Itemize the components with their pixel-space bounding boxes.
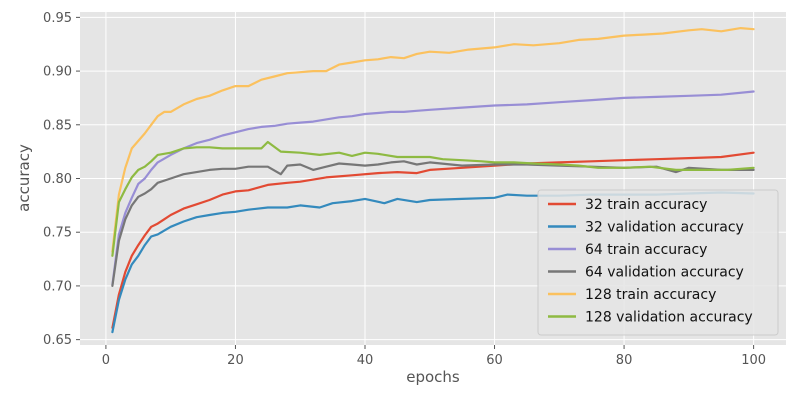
x-axis-ticks: 0 20 40 60 80 100: [102, 345, 766, 368]
legend-label: 32 train accuracy: [585, 197, 707, 213]
y-tick-label: 0.75: [43, 226, 72, 241]
y-tick-label: 0.70: [43, 279, 72, 294]
x-tick-label: 40: [357, 353, 374, 368]
x-axis-title: epochs: [406, 368, 460, 386]
y-tick-label: 0.80: [43, 172, 72, 187]
y-tick-label: 0.95: [43, 11, 72, 26]
series-line: [111, 90, 755, 286]
y-axis-ticks: 0.65 0.70 0.75 0.80 0.85 0.90 0.95: [43, 11, 80, 348]
legend-label: 64 train accuracy: [585, 242, 707, 258]
legend-label: 32 validation accuracy: [585, 220, 744, 236]
x-tick-label: 20: [227, 353, 244, 368]
y-axis-title: accuracy: [15, 144, 33, 212]
y-tick-label: 0.85: [43, 118, 72, 133]
legend-label: 128 train accuracy: [585, 287, 716, 303]
series-line: [111, 27, 755, 253]
x-tick-label: 0: [102, 353, 110, 368]
y-tick-label: 0.65: [43, 333, 72, 348]
series-line: [111, 151, 755, 329]
legend: 32 train accuracy 32 validation accuracy 6…: [537, 189, 779, 336]
series-line: [111, 140, 755, 257]
legend-label: 128 validation accuracy: [585, 310, 753, 326]
legend-box: [537, 189, 779, 336]
x-tick-label: 60: [486, 353, 503, 368]
x-tick-label: 100: [741, 353, 766, 368]
legend-label: 64 validation accuracy: [585, 265, 744, 281]
y-tick-label: 0.90: [43, 65, 72, 80]
x-tick-label: 80: [616, 353, 633, 368]
